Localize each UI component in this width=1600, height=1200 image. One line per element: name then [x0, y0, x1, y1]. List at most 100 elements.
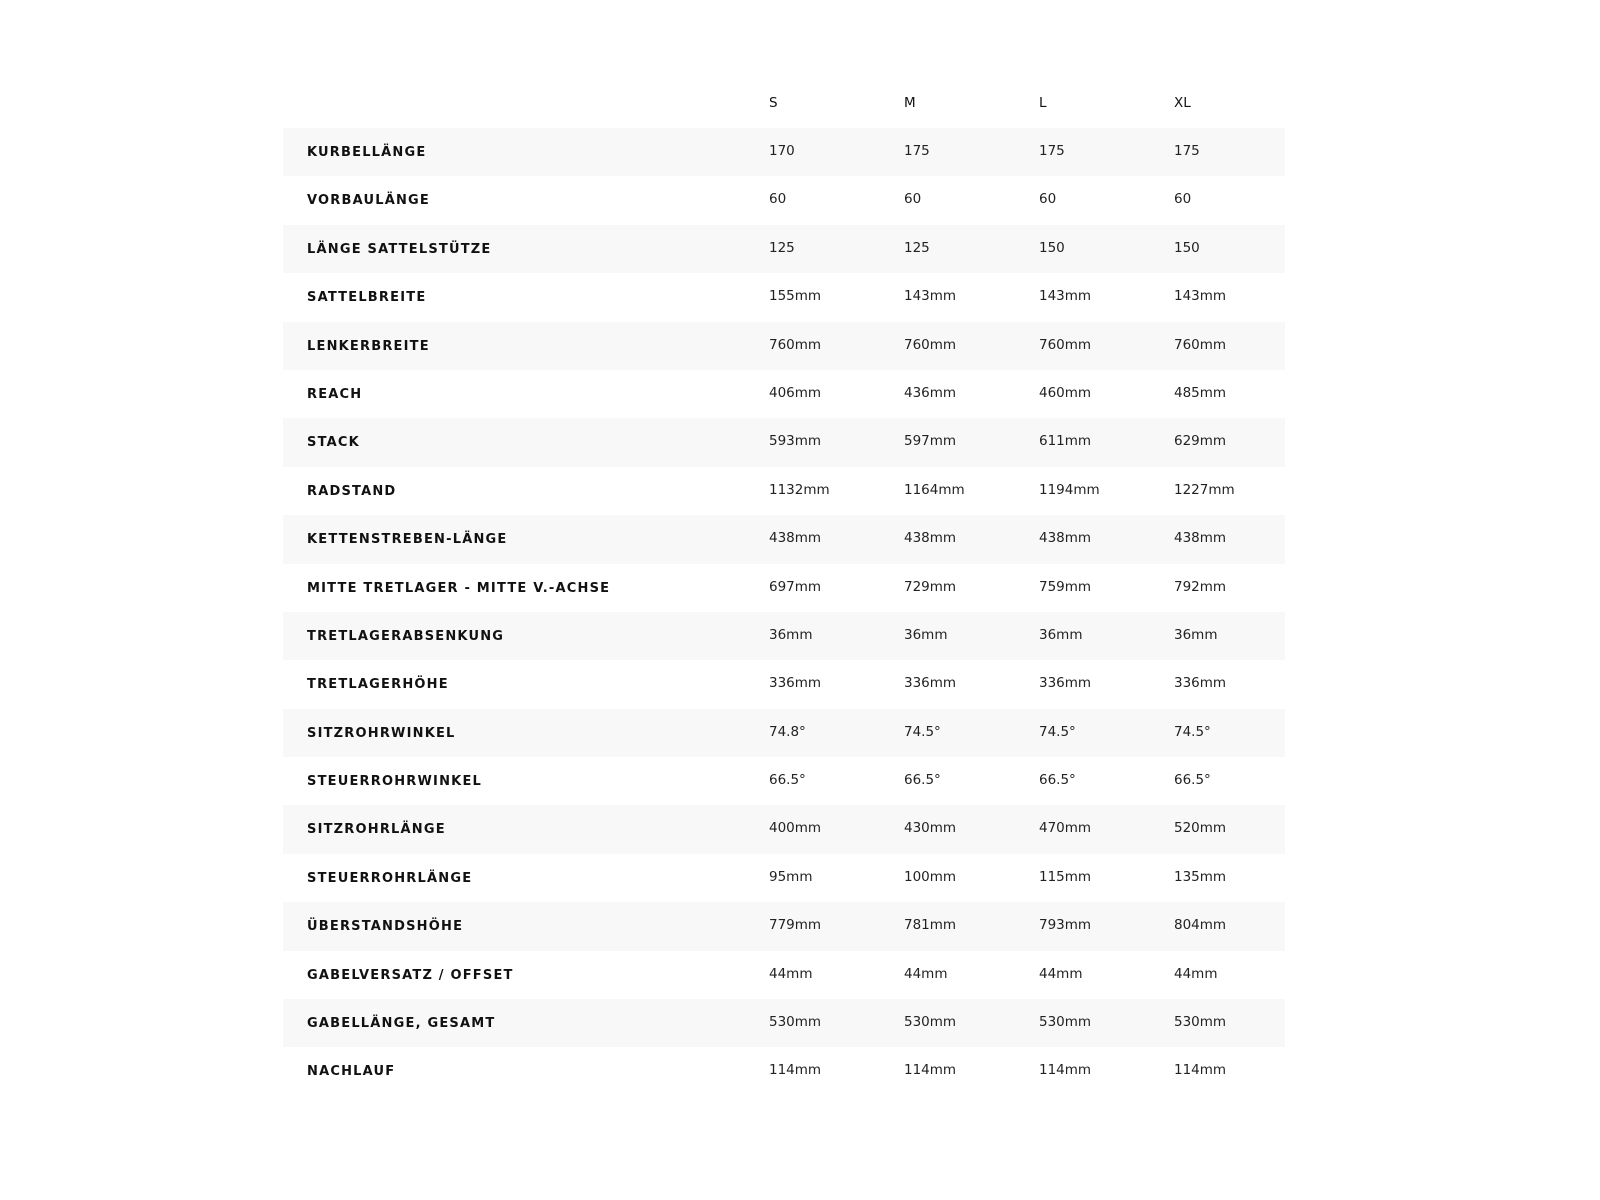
row-value: 60 — [769, 191, 787, 208]
row-value: 759mm — [1039, 578, 1092, 595]
table-row: VORBAULÄNGE 60 60 60 60 — [283, 176, 1285, 224]
row-value: 74.5° — [904, 723, 941, 740]
row-value: 530mm — [1039, 1014, 1092, 1031]
row-value: 530mm — [769, 1014, 822, 1031]
table-row: LÄNGE SATTELSTÜTZE 125 125 150 150 — [283, 224, 1285, 274]
row-value: 729mm — [904, 578, 957, 595]
row-value: 697mm — [769, 578, 822, 595]
row-value: 530mm — [904, 1014, 957, 1031]
row-value: 135mm — [1174, 868, 1227, 885]
table-row: SITZROHRLÄNGE 400mm 430mm 470mm 520mm — [283, 805, 1285, 854]
row-value: 760mm — [1174, 336, 1227, 353]
row-label: RADSTAND — [307, 483, 397, 499]
table-row: TRETLAGERHÖHE 336mm 336mm 336mm 336mm — [283, 660, 1285, 708]
row-value: 66.5° — [1174, 772, 1211, 789]
row-value: 60 — [904, 191, 922, 208]
row-label: LENKERBREITE — [307, 338, 430, 354]
row-value: 436mm — [904, 384, 957, 401]
row-value: 175 — [904, 143, 930, 159]
geometry-table: S M L XL KURBELLÄNGE 170 175 175 175 VORBAULÄ… — [283, 80, 1285, 1096]
row-value: 114mm — [769, 1062, 822, 1079]
table-row: NACHLAUF 114mm 114mm 114mm 114mm — [283, 1047, 1285, 1095]
table-row: TRETLAGERABSENKUNG 36mm 36mm 36mm 36mm — [283, 611, 1285, 661]
row-value: 60 — [1039, 191, 1057, 208]
row-value: 44mm — [1039, 965, 1083, 982]
table-row: SATTELBREITE 155mm 143mm 143mm 143mm — [283, 273, 1285, 321]
row-value: 804mm — [1174, 917, 1227, 934]
row-value: 611mm — [1039, 433, 1092, 450]
row-value: 44mm — [1174, 965, 1218, 982]
row-value: 143mm — [1039, 288, 1092, 305]
table-row: ÜBERSTANDSHÖHE 779mm 781mm 793mm 804mm — [283, 902, 1285, 951]
row-label: GABELVERSATZ / OFFSET — [307, 967, 514, 983]
table-row: MITTE TRETLAGER - MITTE V.-ACHSE 697mm 729… — [283, 564, 1285, 612]
row-value: 170 — [769, 143, 795, 159]
row-value: 143mm — [904, 288, 957, 305]
row-label: REACH — [307, 386, 363, 402]
row-label: SITZROHRLÄNGE — [307, 822, 446, 838]
row-value: 114mm — [1039, 1062, 1092, 1079]
table-row: KETTENSTREBEN-LÄNGE 438mm 438mm 438mm 438mm — [283, 515, 1285, 564]
row-value: 460mm — [1039, 384, 1092, 401]
table-row: KURBELLÄNGE 170 175 175 175 — [283, 128, 1285, 177]
row-value: 779mm — [769, 917, 822, 934]
row-label: MITTE TRETLAGER - MITTE V.-ACHSE — [307, 580, 611, 596]
row-value: 336mm — [769, 675, 822, 692]
row-label: STACK — [307, 435, 360, 451]
row-label: TRETLAGERHÖHE — [307, 677, 449, 693]
row-label: STEUERROHRLÄNGE — [307, 870, 473, 886]
row-value: 597mm — [904, 433, 957, 450]
row-value: 781mm — [904, 917, 957, 934]
row-value: 74.5° — [1039, 723, 1076, 740]
table-row: REACH 406mm 436mm 460mm 485mm — [283, 370, 1285, 418]
table-row: GABELVERSATZ / OFFSET 44mm 44mm 44mm 44mm — [283, 951, 1285, 999]
row-value: 44mm — [769, 965, 813, 982]
row-value: 485mm — [1174, 384, 1227, 401]
row-value: 36mm — [904, 626, 948, 643]
row-value: 438mm — [769, 530, 822, 547]
row-value: 36mm — [769, 626, 813, 643]
row-value: 74.5° — [1174, 723, 1211, 740]
row-value: 1194mm — [1039, 481, 1100, 498]
row-label: GABELLÄNGE, GESAMT — [307, 1016, 496, 1032]
row-value: 593mm — [769, 433, 822, 450]
table-header: S M L XL — [283, 80, 1285, 128]
row-value: 400mm — [769, 820, 822, 837]
row-value: 520mm — [1174, 820, 1227, 837]
row-label: SITZROHRWINKEL — [307, 725, 456, 741]
row-value: 36mm — [1039, 626, 1083, 643]
row-label: SATTELBREITE — [307, 290, 427, 306]
row-label: TRETLAGERABSENKUNG — [307, 628, 505, 644]
row-label: KETTENSTREBEN-LÄNGE — [307, 532, 508, 548]
table-row: RADSTAND 1132mm 1164mm 1194mm 1227mm — [283, 467, 1285, 515]
row-label: LÄNGE SATTELSTÜTZE — [307, 241, 492, 257]
row-value: 143mm — [1174, 288, 1227, 305]
table-row: STEUERROHRLÄNGE 95mm 100mm 115mm 135mm — [283, 854, 1285, 902]
row-value: 115mm — [1039, 868, 1092, 885]
row-value: 100mm — [904, 868, 957, 885]
row-value: 175 — [1174, 143, 1200, 159]
column-header-xl: XL — [1174, 95, 1191, 111]
row-value: 470mm — [1039, 820, 1092, 837]
row-label: VORBAULÄNGE — [307, 193, 430, 209]
row-value: 438mm — [1039, 530, 1092, 547]
row-value: 760mm — [769, 336, 822, 353]
row-value: 36mm — [1174, 626, 1218, 643]
row-value: 155mm — [769, 288, 822, 305]
column-header-l: L — [1039, 95, 1047, 111]
row-value: 114mm — [1174, 1062, 1227, 1079]
row-value: 150 — [1174, 239, 1200, 256]
row-label: NACHLAUF — [307, 1064, 396, 1080]
row-value: 406mm — [769, 384, 822, 401]
row-value: 430mm — [904, 820, 957, 837]
row-value: 336mm — [1174, 675, 1227, 692]
table-row: STEUERROHRWINKEL 66.5° 66.5° 66.5° 66.5° — [283, 757, 1285, 805]
table-row: STACK 593mm 597mm 611mm 629mm — [283, 418, 1285, 467]
row-value: 793mm — [1039, 917, 1092, 934]
row-value: 792mm — [1174, 578, 1227, 595]
table-row: GABELLÄNGE, GESAMT 530mm 530mm 530mm 530mm — [283, 999, 1285, 1048]
row-value: 438mm — [1174, 530, 1227, 547]
row-value: 530mm — [1174, 1014, 1227, 1031]
row-value: 150 — [1039, 239, 1065, 256]
row-value: 95mm — [769, 868, 813, 885]
